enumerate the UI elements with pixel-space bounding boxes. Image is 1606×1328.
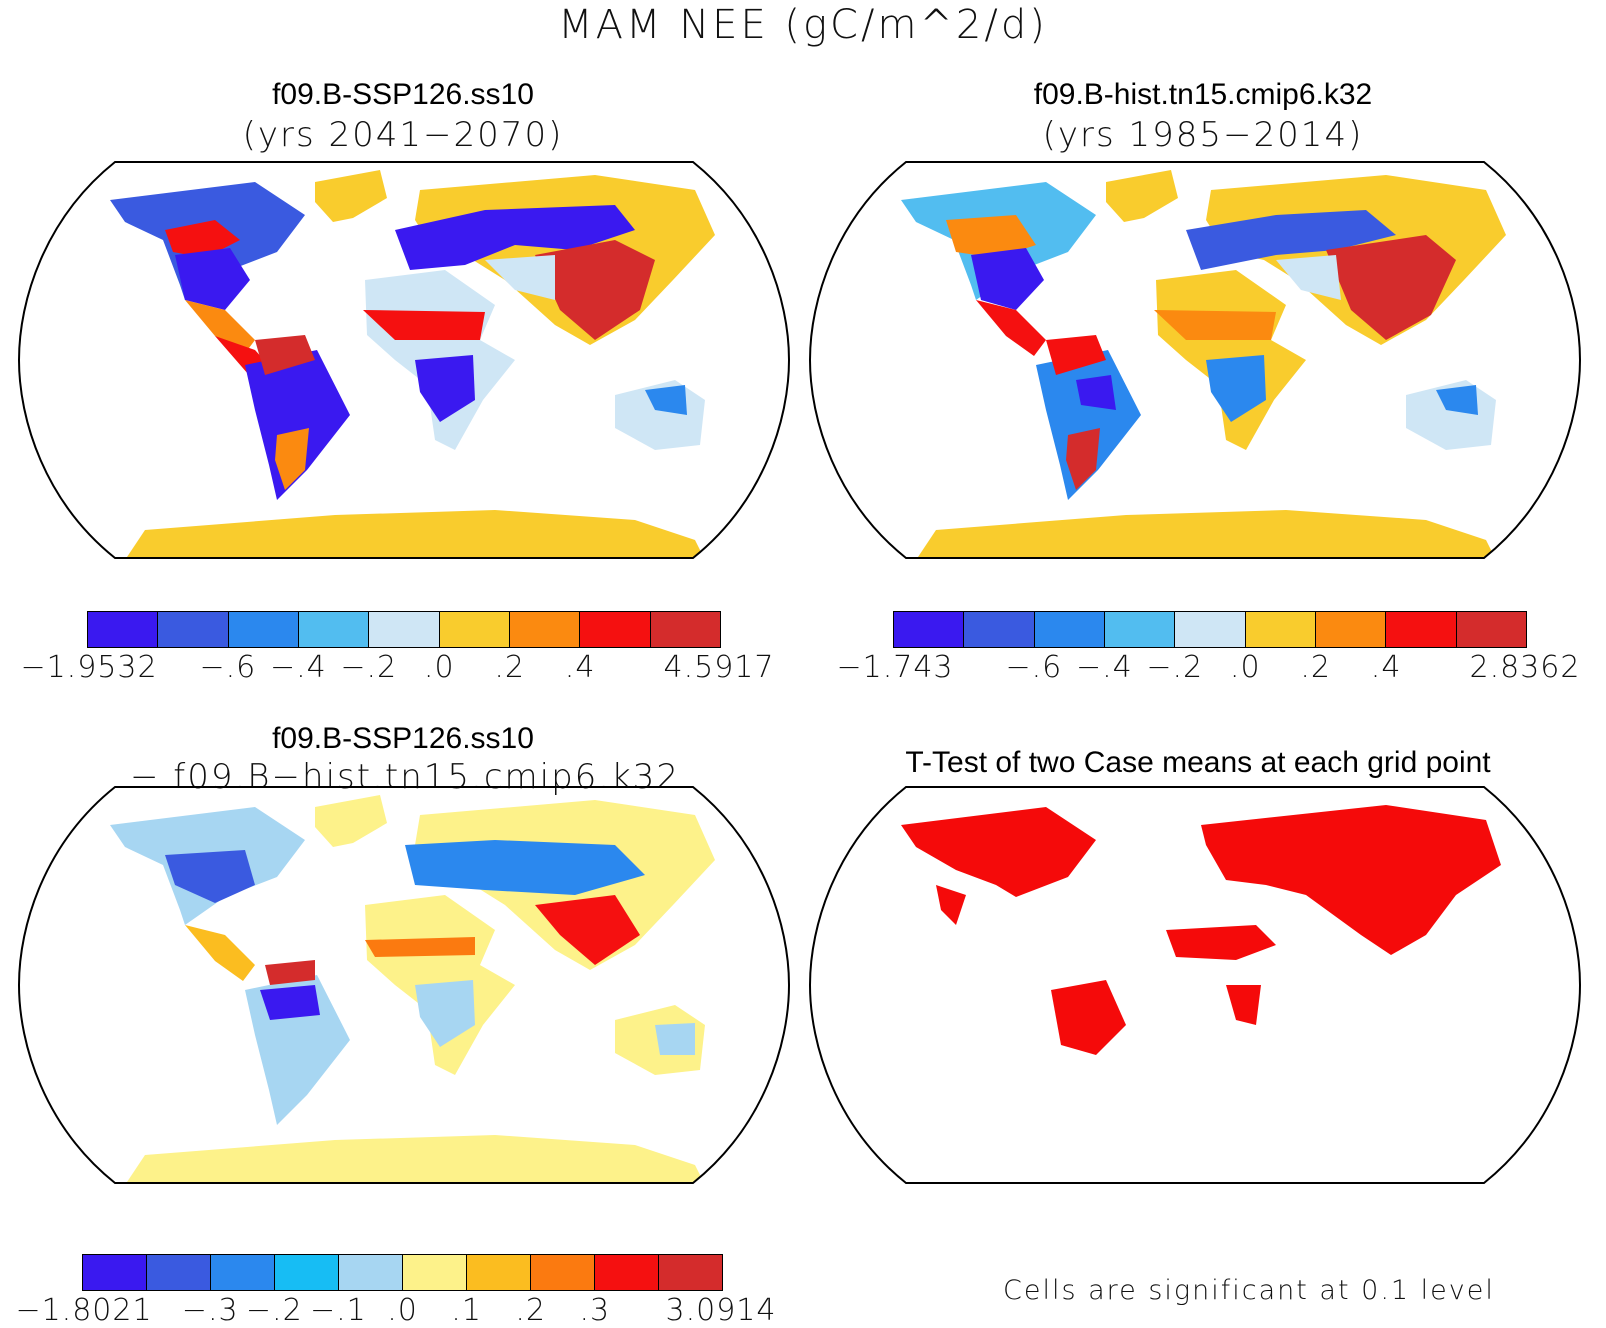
- colorbar-swatch: [275, 1255, 339, 1290]
- colorbar-swatch: [211, 1255, 275, 1290]
- colorbar-tick-label: 3.0914: [665, 1293, 777, 1328]
- colorbar-tick-label: −.3: [181, 1293, 239, 1328]
- colorbar-tick-label: .0: [1229, 650, 1261, 685]
- colorbar-swatch: [894, 612, 965, 647]
- colorbar-panel-3: [82, 1254, 723, 1291]
- significance-note: Cells are significant at 0.1 level: [1003, 1275, 1495, 1306]
- colorbar-tick-label: .0: [423, 650, 455, 685]
- colorbar-tick-label: −.6: [199, 650, 257, 685]
- colorbar-tick-label: 4.5917: [663, 650, 775, 685]
- colorbar-tick-label: −.2: [340, 650, 398, 685]
- colorbar-tick-label: .2: [1300, 650, 1331, 685]
- colorbar-tick-label: −.6: [1005, 650, 1063, 685]
- colorbar-tick-label: 2.8362: [1469, 650, 1581, 685]
- colorbar-swatch: [158, 612, 229, 647]
- colorbar-swatch: [509, 612, 581, 647]
- colorbar-swatch: [228, 612, 299, 647]
- colorbar-swatch: [1456, 612, 1526, 647]
- colorbar-swatch: [659, 1255, 722, 1290]
- colorbar-swatch: [1175, 612, 1246, 647]
- colorbar-swatch: [580, 612, 651, 647]
- figure-title: MAM NEE (gC/m^2/d): [558, 2, 1048, 48]
- colorbar-tick-label: .4: [564, 650, 596, 685]
- panel-4-title: T-Test of two Case means at each grid po…: [905, 746, 1491, 779]
- colorbar-swatch: [83, 1255, 147, 1290]
- colorbar-tick-label: −.4: [1075, 650, 1133, 685]
- colorbar-tick-label: −.1: [310, 1293, 367, 1328]
- panel-1-title: f09.B-SSP126.ss10: [272, 78, 534, 111]
- colorbar-tick-label: .1: [451, 1293, 482, 1328]
- colorbar-tick-label: .3: [579, 1293, 611, 1328]
- colorbar-swatch: [964, 612, 1035, 647]
- colorbar-panel-1: [87, 611, 721, 648]
- colorbar-swatch: [467, 1255, 531, 1290]
- colorbar-tick-label: .2: [515, 1293, 546, 1328]
- colorbar-swatch: [531, 1255, 595, 1290]
- colorbar-tick-label: −1.9532: [20, 650, 158, 685]
- colorbar-swatch: [650, 612, 720, 647]
- colorbar-swatch: [1034, 612, 1105, 647]
- colorbar-swatch: [1245, 612, 1316, 647]
- colorbar-tick-label: −1.743: [836, 650, 954, 685]
- colorbar-swatch: [1104, 612, 1176, 647]
- colorbar-swatch: [1386, 612, 1457, 647]
- panel-1-subtitle: (yrs 2041−2070): [242, 115, 564, 155]
- colorbar-tick-label: −.4: [269, 650, 327, 685]
- colorbar-tick-label: .4: [1370, 650, 1402, 685]
- map-panel-2: [808, 161, 1582, 559]
- colorbar-swatch: [439, 612, 510, 647]
- colorbar-panel-2: [893, 611, 1527, 648]
- colorbar-swatch: [298, 612, 370, 647]
- colorbar-swatch: [88, 612, 159, 647]
- map-panel-1: [17, 161, 791, 559]
- panel-3-title: f09.B-SSP126.ss10: [272, 722, 534, 755]
- colorbar-swatch: [369, 612, 440, 647]
- colorbar-tick-label: −.2: [245, 1293, 303, 1328]
- colorbar-tick-label: −.2: [1146, 650, 1204, 685]
- colorbar-swatch: [1315, 612, 1387, 647]
- colorbar-tick-label: −1.8021: [15, 1293, 153, 1328]
- panel-3-subtitle: − f09.B−hist.tn15.cmip6.k32: [129, 757, 681, 797]
- colorbar-swatch: [339, 1255, 403, 1290]
- map-panel-4: [808, 786, 1582, 1184]
- colorbar-swatch: [403, 1255, 467, 1290]
- panel-2-subtitle: (yrs 1985−2014): [1042, 115, 1364, 155]
- colorbar-tick-label: .2: [494, 650, 525, 685]
- colorbar-swatch: [595, 1255, 659, 1290]
- map-panel-3: [17, 786, 791, 1184]
- panel-2-title: f09.B-hist.tn15.cmip6.k32: [1033, 78, 1373, 111]
- colorbar-tick-label: .0: [387, 1293, 418, 1328]
- colorbar-swatch: [147, 1255, 211, 1290]
